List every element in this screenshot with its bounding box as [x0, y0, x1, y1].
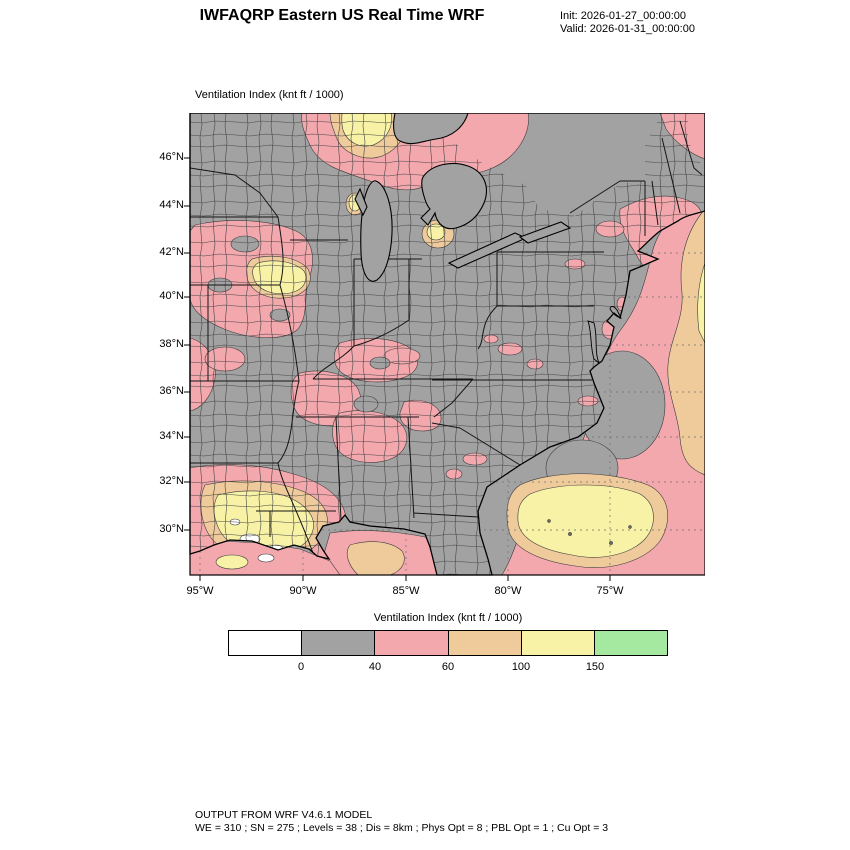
colorbar-segment [229, 631, 302, 655]
lon-tick-label: 90°W [289, 585, 317, 597]
init-time: Init: 2026-01-27_00:00:00 [560, 10, 686, 22]
colorbar-label: Ventilation Index (knt ft / 1000) [373, 612, 523, 624]
colorbar-segment [301, 631, 375, 655]
model-info-line2: WE = 310 ; SN = 275 ; Levels = 38 ; Dis … [195, 822, 609, 834]
lon-tick-label: 80°W [494, 585, 522, 597]
lat-tick-label: 40°N [159, 290, 184, 302]
lon-tick-label: 85°W [392, 585, 420, 597]
lat-tick-label: 44°N [159, 199, 184, 211]
colorbar [228, 630, 668, 656]
lat-tick-label: 32°N [159, 475, 184, 487]
colorbar-segment [593, 631, 668, 655]
colorbar-tick-label: 60 [441, 661, 455, 673]
state-boundaries [190, 120, 703, 554]
colorbar-tick-label: 100 [511, 661, 531, 673]
colorbar-segment [520, 631, 594, 655]
colorbar-segment [374, 631, 448, 655]
page-title: IWFAQRP Eastern US Real Time WRF [199, 7, 485, 24]
lat-tick-label: 38°N [159, 338, 184, 350]
map-panel [182, 112, 706, 583]
lon-tick-label: 75°W [596, 585, 624, 597]
lat-tick-label: 46°N [159, 151, 184, 163]
colorbar-tick-label: 40 [368, 661, 382, 673]
lat-tick-label: 30°N [159, 523, 184, 535]
map-field-label: Ventilation Index (knt ft / 1000) [195, 89, 344, 101]
colorbar-tick-label: 150 [585, 661, 605, 673]
colorbar-segment [447, 631, 521, 655]
lon-tick-label: 95°W [186, 585, 214, 597]
lat-tick-label: 36°N [159, 385, 184, 397]
run-times: Init: 2026-01-27_00:00:00 Valid: 2026-01… [560, 10, 695, 36]
lat-tick-label: 42°N [159, 246, 184, 258]
lat-tick-label: 34°N [159, 430, 184, 442]
valid-time: Valid: 2026-01-31_00:00:00 [560, 23, 695, 35]
model-info-line1: OUTPUT FROM WRF V4.6.1 MODEL [195, 809, 373, 821]
ventilation-index-map [184, 112, 706, 581]
colorbar-tick-label: 0 [297, 661, 305, 673]
model-info: OUTPUT FROM WRF V4.6.1 MODEL WE = 310 ; … [195, 809, 608, 835]
axis-ticks [184, 157, 611, 581]
